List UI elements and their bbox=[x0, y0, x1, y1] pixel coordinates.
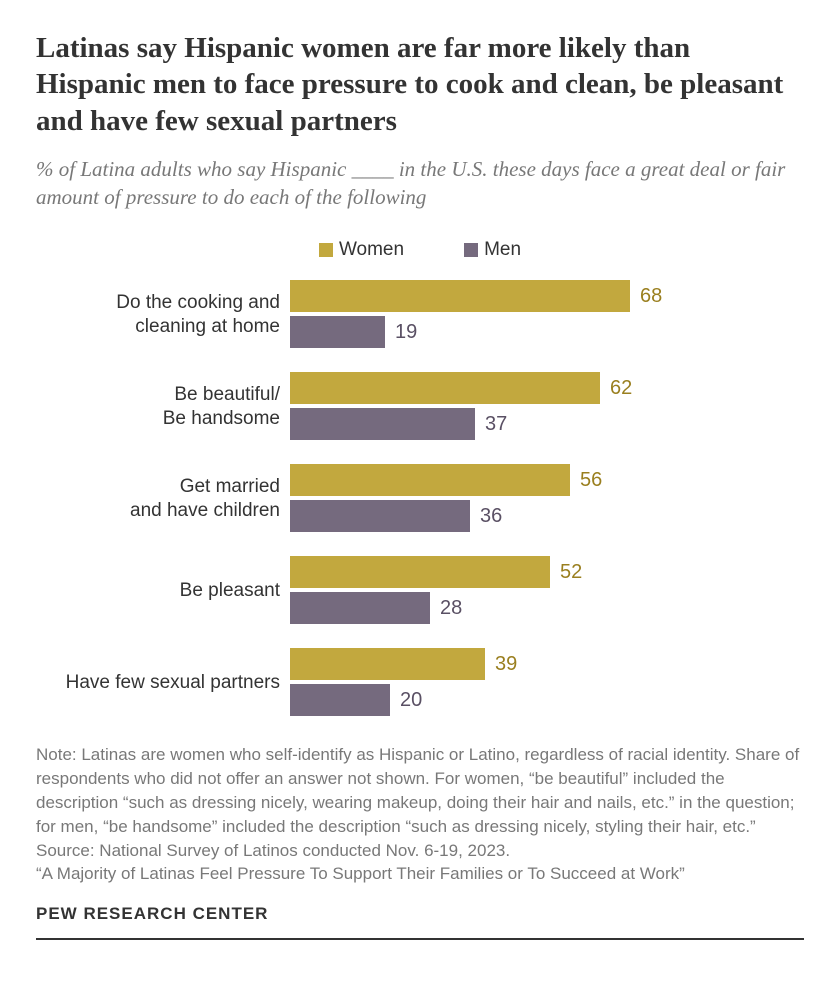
bar-men bbox=[290, 316, 385, 348]
bar-value-women: 39 bbox=[485, 653, 517, 676]
bar-chart: Do the cooking and cleaning at home 68 19 B… bbox=[36, 279, 804, 719]
chart-row-label: Be pleasant bbox=[46, 579, 290, 604]
bar-value-women: 52 bbox=[550, 561, 582, 584]
bottom-rule bbox=[36, 938, 804, 940]
bar-value-men: 28 bbox=[430, 597, 462, 620]
chart-row: Be pleasant 52 28 bbox=[46, 555, 804, 627]
chart-note: Note: Latinas are women who self-identif… bbox=[36, 743, 804, 886]
chart-row: Be beautiful/ Be handsome 62 37 bbox=[46, 371, 804, 443]
legend-label-women: Women bbox=[339, 239, 404, 261]
legend-item-men: Men bbox=[464, 239, 521, 261]
chart-row-bars: 39 20 bbox=[290, 647, 804, 719]
bar-value-men: 36 bbox=[470, 505, 502, 528]
bar-value-women: 68 bbox=[630, 285, 662, 308]
chart-row-label: Get married and have children bbox=[46, 475, 290, 524]
bar-value-women: 56 bbox=[570, 469, 602, 492]
chart-row-bars: 68 19 bbox=[290, 279, 804, 351]
chart-row-bars: 56 36 bbox=[290, 463, 804, 535]
bar-women bbox=[290, 464, 570, 496]
bar-men bbox=[290, 408, 475, 440]
chart-row-bars: 62 37 bbox=[290, 371, 804, 443]
bar-men bbox=[290, 684, 390, 716]
bar-value-men: 20 bbox=[390, 689, 422, 712]
chart-row: Have few sexual partners 39 20 bbox=[46, 647, 804, 719]
bar-women bbox=[290, 648, 485, 680]
bar-men bbox=[290, 500, 470, 532]
bar-value-men: 19 bbox=[385, 321, 417, 344]
bar-women bbox=[290, 556, 550, 588]
bar-value-women: 62 bbox=[600, 377, 632, 400]
chart-title: Latinas say Hispanic women are far more … bbox=[36, 30, 804, 139]
chart-row: Do the cooking and cleaning at home 68 19 bbox=[46, 279, 804, 351]
bar-women bbox=[290, 280, 630, 312]
footer-attribution: PEW RESEARCH CENTER bbox=[36, 904, 804, 924]
bar-value-men: 37 bbox=[475, 413, 507, 436]
chart-row-label: Be beautiful/ Be handsome bbox=[46, 383, 290, 432]
bar-women bbox=[290, 372, 600, 404]
legend-item-women: Women bbox=[319, 239, 404, 261]
chart-row-bars: 52 28 bbox=[290, 555, 804, 627]
chart-subtitle: % of Latina adults who say Hispanic ____… bbox=[36, 155, 804, 212]
legend-swatch-women bbox=[319, 243, 333, 257]
chart-row: Get married and have children 56 36 bbox=[46, 463, 804, 535]
chart-row-label: Have few sexual partners bbox=[46, 671, 290, 696]
bar-men bbox=[290, 592, 430, 624]
legend: Women Men bbox=[36, 239, 804, 261]
legend-swatch-men bbox=[464, 243, 478, 257]
legend-label-men: Men bbox=[484, 239, 521, 261]
chart-row-label: Do the cooking and cleaning at home bbox=[46, 291, 290, 340]
